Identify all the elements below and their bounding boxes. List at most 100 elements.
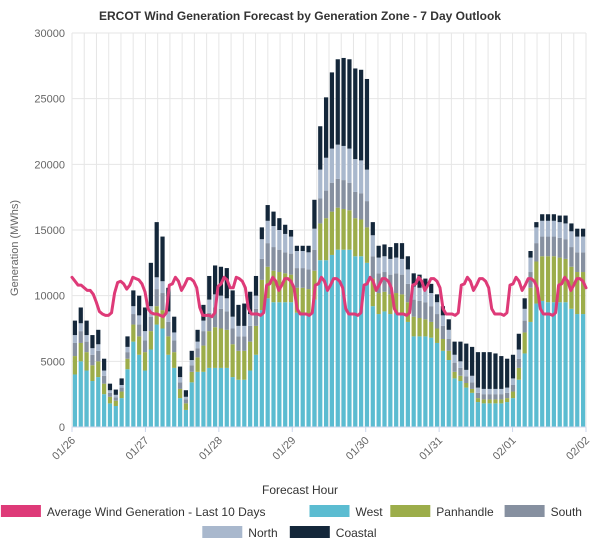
legend-item[interactable]: Panhandle xyxy=(390,505,494,519)
bar-segment-coastal xyxy=(423,278,428,290)
legend-item[interactable]: Average Wind Generation - Last 10 Days xyxy=(0,505,266,519)
bar-segment-north xyxy=(177,377,183,383)
bar-segment-north xyxy=(318,169,323,199)
bar-segment-north xyxy=(335,144,340,179)
bar-segment-coastal xyxy=(148,262,153,307)
bar-segment-south xyxy=(213,307,218,328)
bar-segment-panhandle xyxy=(580,272,586,315)
bar-segment-west xyxy=(154,324,159,427)
bar-segment-south xyxy=(172,340,177,353)
bar-segment-coastal xyxy=(277,218,282,230)
bar-segment-coastal xyxy=(499,356,504,389)
bar-segment-north xyxy=(72,335,78,343)
legend-item[interactable]: Coastal xyxy=(289,526,377,540)
bar-segment-west xyxy=(283,302,288,427)
bar-segment-north xyxy=(429,293,434,307)
bar-segment-south xyxy=(399,274,405,295)
bar-segment-north xyxy=(534,227,539,244)
bar-segment-north xyxy=(510,378,516,385)
bar-segment-coastal xyxy=(575,228,580,237)
legend-item[interactable]: West xyxy=(309,505,384,519)
bar-segment-coastal xyxy=(364,78,370,170)
bar-segment-south xyxy=(452,362,457,372)
average-wind-line xyxy=(70,275,588,319)
bar-segment-west xyxy=(207,367,212,427)
bar-segment-west xyxy=(224,367,229,427)
bar-segment-west xyxy=(580,314,586,427)
bar-segment-coastal xyxy=(102,358,107,371)
bar-segment-west xyxy=(545,302,551,427)
bar-segment-west xyxy=(429,337,434,427)
bar-segment-panhandle xyxy=(434,328,440,343)
bar-segment-west xyxy=(353,256,358,427)
bar-segment-west xyxy=(253,354,259,427)
legend-swatch xyxy=(289,526,330,538)
bar-segment-coastal xyxy=(195,329,200,342)
bar-segment-panhandle xyxy=(96,361,101,378)
bar-segment-panhandle xyxy=(516,367,521,380)
legend-item[interactable]: North xyxy=(202,526,278,540)
bar-segment-west xyxy=(119,398,124,427)
bar-segment-west xyxy=(213,367,218,427)
stacked-bars xyxy=(72,57,586,427)
bar-segment-south xyxy=(580,252,586,273)
bar-segment-west xyxy=(534,303,539,427)
bar-segment-coastal xyxy=(382,244,387,257)
bar-segment-south xyxy=(499,394,504,400)
bar-segment-west xyxy=(516,379,521,427)
bar-segment-west xyxy=(493,403,498,427)
bar-segment-west xyxy=(563,302,568,427)
bar-segment-west xyxy=(446,360,451,427)
bar-segment-west xyxy=(481,403,486,427)
legend-label: South xyxy=(551,505,582,519)
bar-segment-coastal xyxy=(569,223,574,232)
bar-segment-panhandle xyxy=(283,273,288,303)
bar-segment-north xyxy=(364,169,370,202)
bar-segment-west xyxy=(277,302,282,427)
bar-segment-south xyxy=(78,331,83,343)
bar-segment-west xyxy=(382,311,387,427)
bar-segment-north xyxy=(183,396,188,400)
bar-segment-west xyxy=(107,403,113,427)
legend-swatch xyxy=(0,505,41,517)
bar-segment-south xyxy=(487,394,492,400)
bar-segment-west xyxy=(230,377,235,427)
bar-segment-panhandle xyxy=(195,357,200,372)
bar-segment-coastal xyxy=(177,366,183,378)
bar-segment-west xyxy=(341,249,346,427)
bar-segment-south xyxy=(72,342,78,357)
bar-segment-coastal xyxy=(534,222,539,228)
bar-segment-west xyxy=(172,367,177,427)
bar-segment-panhandle xyxy=(382,291,387,312)
bar-segment-south xyxy=(329,182,335,212)
bar-segment-north xyxy=(545,220,551,237)
bar-segment-coastal xyxy=(125,336,130,347)
bar-segment-north xyxy=(166,311,171,322)
bar-segment-west xyxy=(499,403,504,427)
bar-segment-coastal xyxy=(172,316,177,333)
bar-segment-panhandle xyxy=(540,256,545,301)
bar-segment-panhandle xyxy=(107,396,113,404)
bar-segment-west xyxy=(510,398,516,427)
legend-label: Coastal xyxy=(336,526,377,540)
bar-segment-west xyxy=(376,314,381,427)
bar-segment-south xyxy=(359,193,364,220)
bar-segment-panhandle xyxy=(224,329,229,368)
legend-item[interactable]: South xyxy=(504,505,582,519)
bar-segment-panhandle xyxy=(160,310,165,329)
bar-segment-south xyxy=(288,253,294,275)
bar-segment-north xyxy=(107,390,113,393)
bar-segment-coastal xyxy=(288,230,294,237)
bar-segment-north xyxy=(499,388,504,395)
bar-segment-coastal xyxy=(551,214,556,221)
bar-segment-north xyxy=(505,387,510,393)
x-tick-label: 01/30 xyxy=(344,435,372,463)
bar-segment-south xyxy=(516,358,521,368)
bar-segment-south xyxy=(230,328,235,345)
bar-segment-panhandle xyxy=(399,294,405,315)
legend-swatch xyxy=(390,505,431,517)
bar-segment-coastal xyxy=(557,215,562,223)
bar-segment-south xyxy=(475,392,481,399)
bar-segment-west xyxy=(96,377,101,427)
bar-segment-coastal xyxy=(458,341,463,362)
